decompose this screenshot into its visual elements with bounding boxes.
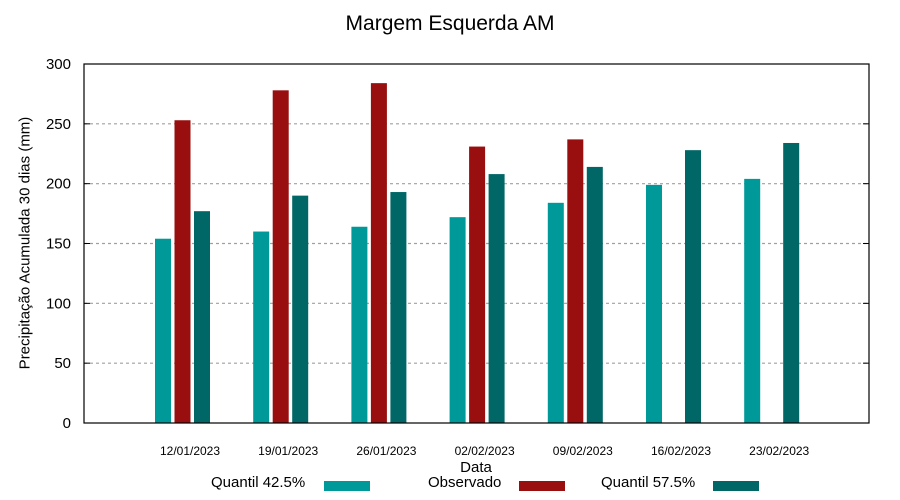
x-tick-label: 02/02/2023 <box>455 444 515 458</box>
x-tick-label: 19/01/2023 <box>258 444 318 458</box>
bar <box>370 83 387 423</box>
bar <box>253 231 270 423</box>
y-tick-label: 200 <box>46 176 71 193</box>
bar <box>469 146 486 423</box>
bar <box>586 166 603 423</box>
legend-item-observado: Observado <box>428 474 565 491</box>
bar <box>547 202 564 423</box>
y-tick-label: 100 <box>46 295 71 312</box>
x-tick-label: 23/02/2023 <box>749 444 809 458</box>
bar <box>783 142 800 424</box>
legend-swatch <box>713 481 759 491</box>
legend-swatch <box>324 481 370 491</box>
x-tick-label: 09/02/2023 <box>553 444 613 458</box>
x-tick-label: 26/01/2023 <box>356 444 416 458</box>
bar <box>272 90 289 424</box>
bar <box>155 238 171 423</box>
y-axis-label: Precipitação Acumulada 30 dias (mm) <box>16 116 34 370</box>
y-tick-label: 150 <box>46 236 71 253</box>
x-tick-label: 12/01/2023 <box>160 444 220 458</box>
bar <box>744 178 761 423</box>
bar <box>292 195 309 423</box>
bar <box>449 217 466 423</box>
bar <box>488 174 505 423</box>
bar <box>390 192 407 423</box>
legend-label: Quantil 57.5% <box>601 474 696 491</box>
x-tick-label: 16/02/2023 <box>651 444 711 458</box>
bar <box>646 184 662 423</box>
bar <box>567 139 584 423</box>
legend-label: Observado <box>428 474 502 491</box>
legend-swatch <box>519 481 565 491</box>
bar <box>685 150 701 423</box>
legend-label: Quantil 42.5% <box>211 474 306 491</box>
chart-title: Margem Esquerda AM <box>345 12 555 35</box>
bar <box>351 226 368 423</box>
y-tick-label: 50 <box>54 355 71 372</box>
bar <box>174 120 191 423</box>
legend-item-quantil-57: Quantil 57.5% <box>601 474 759 491</box>
y-tick-label: 300 <box>46 56 71 73</box>
x-axis-label: Data <box>460 459 492 476</box>
bar <box>194 211 210 423</box>
plot-frame <box>83 63 870 424</box>
y-tick-label: 250 <box>46 116 71 133</box>
legend-item-quantil-42: Quantil 42.5% <box>211 474 370 491</box>
y-tick-label: 0 <box>63 415 71 432</box>
